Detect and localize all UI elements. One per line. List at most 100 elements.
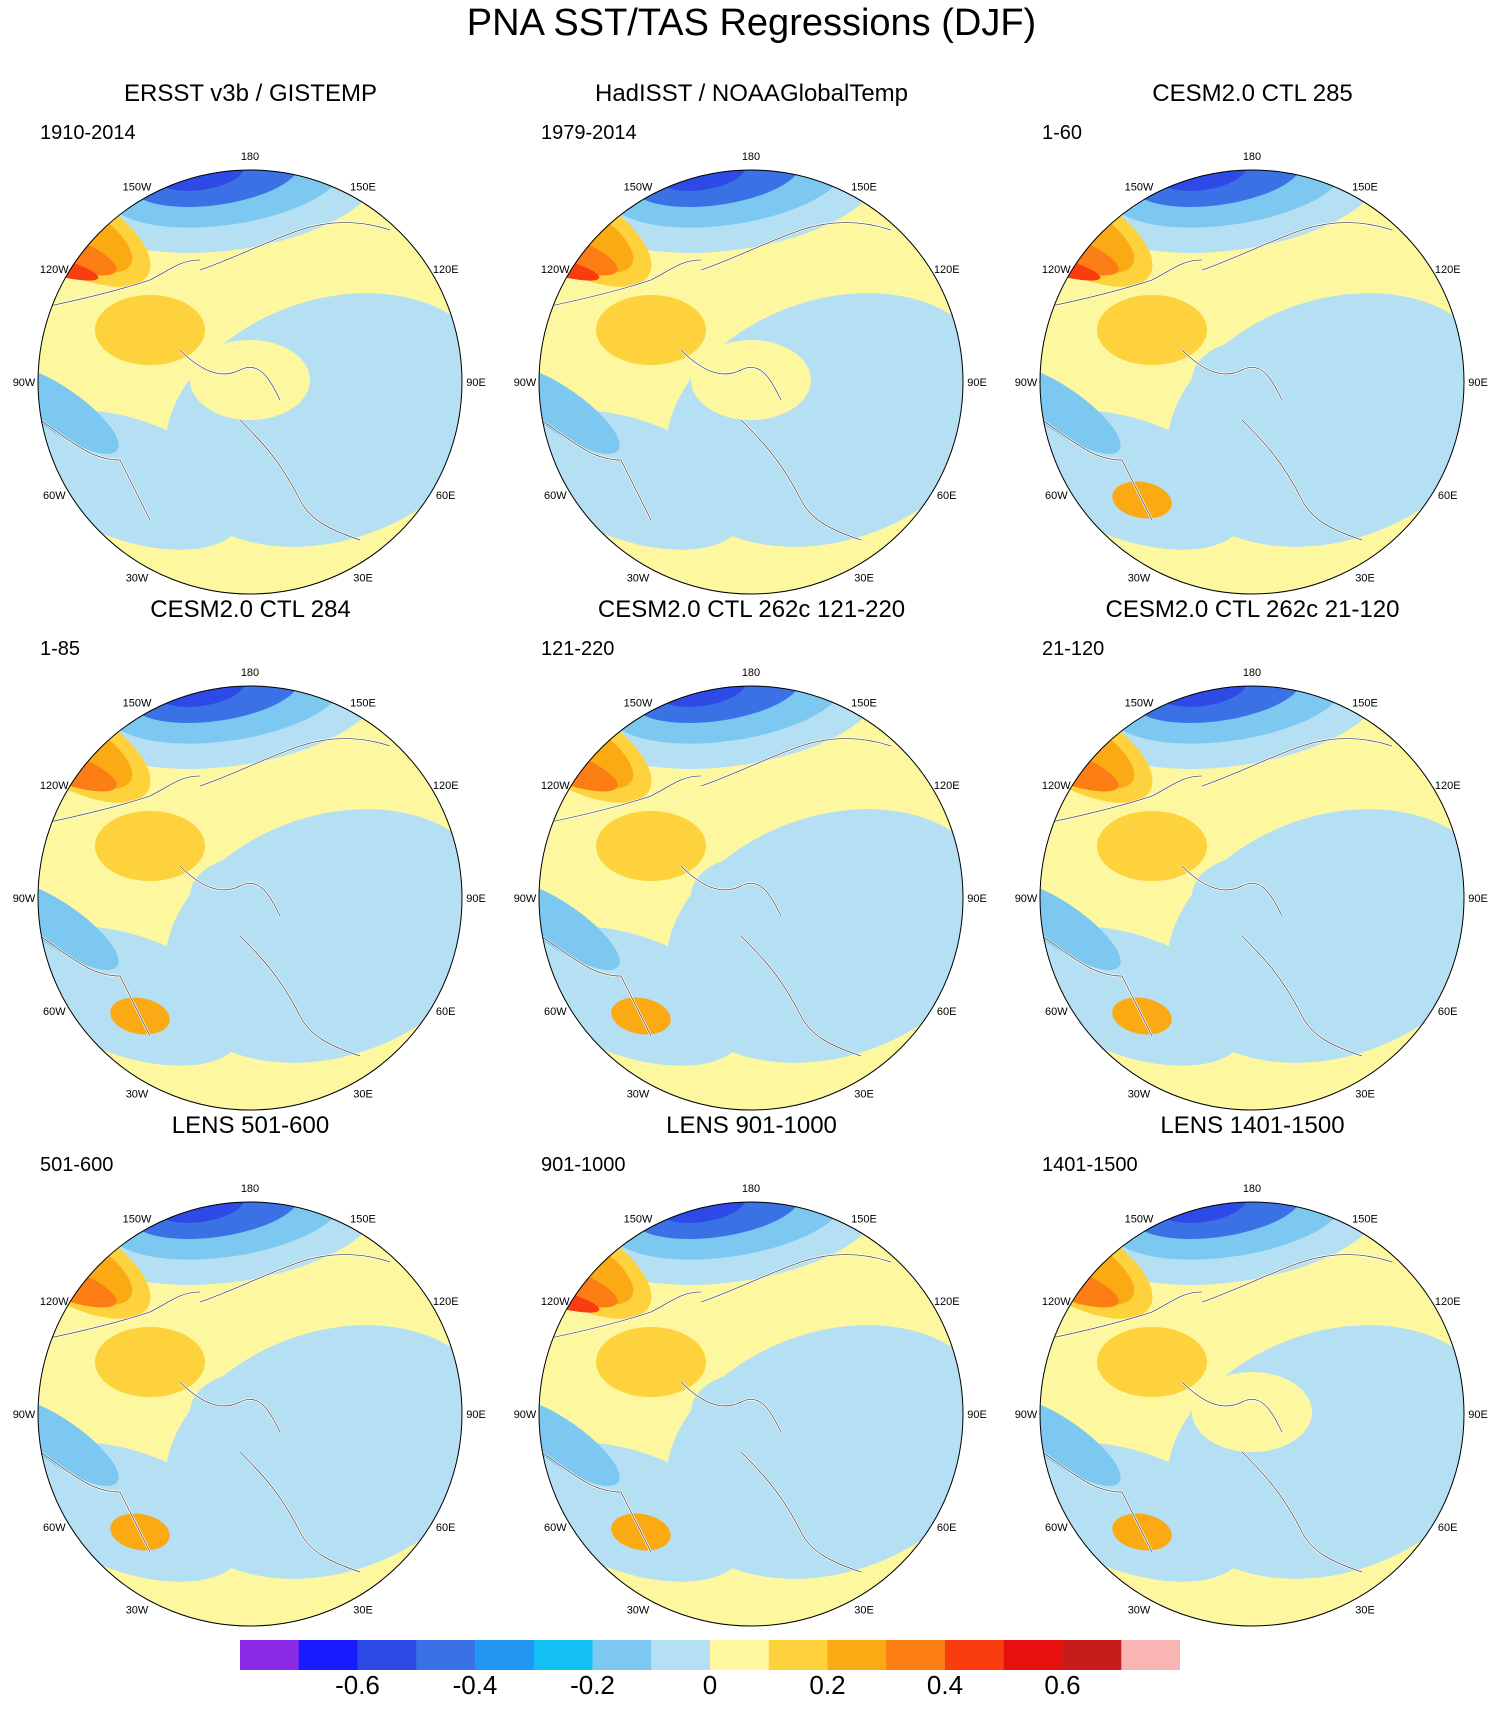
lon-label: 150W [123, 1213, 152, 1225]
cool-atlantic-west [1040, 881, 1121, 971]
lon-label: 30E [854, 1605, 874, 1617]
lon-label: 90E [466, 893, 486, 905]
colorbar-tick-label: -0.2 [570, 1670, 615, 1700]
lon-label: 150E [851, 181, 877, 193]
lon-label: 30W [126, 1089, 149, 1101]
map-panel: HadISST / NOAAGlobalTemp 180 150E 120E 90E 60… [501, 80, 1002, 597]
map-outline [37, 1201, 463, 1627]
arctic-region [1192, 1372, 1312, 1452]
lon-label: 90W [514, 377, 537, 389]
colorbar-tick-label: 0.4 [926, 1670, 964, 1700]
lon-label: 180 [1243, 1183, 1261, 1195]
lon-label: 90E [1468, 1409, 1488, 1421]
lon-label: 60W [1045, 490, 1068, 502]
lon-label: 120E [433, 780, 459, 792]
lon-label: 150W [624, 181, 653, 193]
map-panel: ERSST v3b / GISTEMP180150E120E90E60E30E0… [0, 80, 501, 597]
warm-canada [1097, 295, 1207, 365]
lon-label: 120E [433, 1296, 459, 1308]
map-panel: LENS 501-600180150E120E90E60E30E030W60W9… [0, 1112, 501, 1629]
panel-title: CESM2.0 CTL 284 [150, 596, 351, 623]
map-outline [1039, 1201, 1465, 1627]
lon-label: 150E [350, 1213, 376, 1225]
colorbar-swatch [1121, 1640, 1180, 1670]
lon-label: 60E [1438, 1006, 1458, 1018]
lon-label: 60W [544, 1006, 567, 1018]
lon-label: 180 [742, 667, 760, 679]
panel-period: 121-220 [541, 638, 615, 660]
map-outline [538, 169, 964, 595]
lon-label: 30E [353, 1605, 373, 1617]
colorbar-tick-label: 0.6 [1044, 1670, 1081, 1700]
colorbar-swatch [827, 1640, 887, 1670]
lon-label: 120W [1042, 1296, 1071, 1308]
lon-label: 30W [126, 573, 149, 585]
lon-label: 150E [350, 697, 376, 709]
lon-label: 30W [627, 1089, 650, 1101]
lon-label: 30E [854, 573, 874, 585]
lon-label: 90E [967, 1409, 987, 1421]
lon-label: 120W [1042, 264, 1071, 276]
main-title: PNA SST/TAS Regressions (DJF) [466, 2, 1037, 44]
lon-label: 60W [1045, 1522, 1068, 1534]
lon-label: 120W [541, 780, 570, 792]
lon-label: 120E [934, 780, 960, 792]
warm-canada [95, 1327, 205, 1397]
colorbar-tick-label: -0.4 [452, 1670, 498, 1700]
lon-label: 90W [13, 377, 36, 389]
colorbar-swatch [945, 1640, 1005, 1670]
lon-label: 60E [436, 490, 456, 502]
coastline [1040, 222, 1393, 541]
map-panel: LENS 901-1000180150E120E90E60E30E030W60W… [501, 1112, 1002, 1629]
colorbar-swatch [1003, 1640, 1063, 1670]
panel-title: LENS 901-1000 [666, 1112, 837, 1139]
lon-label: 30E [353, 573, 373, 585]
arctic-region [691, 340, 811, 420]
colorbar-swatch [357, 1640, 417, 1670]
colorbar-swatch [592, 1640, 652, 1670]
map-panel: CESM2.0 CTL 284180150E120E90E60E30E030W6… [0, 596, 501, 1113]
colorbar-tick-label: 0 [702, 1670, 718, 1700]
lon-label: 60E [436, 1006, 456, 1018]
lon-label: 30W [627, 573, 650, 585]
panel-period: 501-600 [40, 1154, 114, 1176]
arctic-region [691, 1372, 811, 1452]
warm-canada [596, 1327, 706, 1397]
lon-label: 120E [934, 1296, 960, 1308]
lon-label: 120W [541, 264, 570, 276]
map-outline [37, 685, 463, 1111]
coastline [539, 1254, 892, 1573]
lon-label: 30W [1128, 1089, 1151, 1101]
arctic-region [1192, 856, 1312, 936]
lon-label: 150W [624, 697, 653, 709]
lon-label: 150E [851, 1213, 877, 1225]
map-panel: CESM2.0 CTL 285180150E120E90E60E30E030W6… [1002, 80, 1503, 597]
arctic-region [190, 340, 310, 420]
panel-period: 1-85 [40, 638, 81, 660]
lon-label: 30E [854, 1089, 874, 1101]
map-outline [538, 1201, 964, 1627]
panel-period: 1401-1500 [1042, 1154, 1138, 1176]
map-outline [1039, 685, 1465, 1111]
panel-title: CESM2.0 CTL 262c 21-120 [1105, 596, 1400, 623]
map-outline [1039, 169, 1465, 595]
lon-label: 60W [544, 490, 567, 502]
lon-label: 90E [1468, 377, 1488, 389]
colorbar [240, 1640, 1180, 1670]
polar-map: 180150E120E90E60E30E030W60W90W120W150W [13, 1183, 486, 1627]
polar-map: 180150E120E90E60E30E030W60W90W120W150W [1015, 151, 1488, 595]
colorbar-swatch [651, 1640, 711, 1670]
lon-label: 120W [40, 1296, 69, 1308]
cool-atlantic-west [38, 1397, 119, 1487]
panel-title: CESM2.0 CTL 285 [1152, 80, 1353, 107]
cool-atlantic-west [38, 881, 119, 971]
lon-label: 30E [1355, 1089, 1375, 1101]
lon-label: 30W [1128, 573, 1151, 585]
lon-label: 90W [1015, 893, 1038, 905]
lon-label: 60W [544, 1522, 567, 1534]
cool-atlantic-west [539, 365, 620, 455]
panel-period: 1-60 [1042, 122, 1083, 144]
lon-label: 30E [1355, 1605, 1375, 1617]
colorbar-tick-label: 0.2 [809, 1670, 846, 1700]
cool-atlantic-west [1040, 365, 1121, 455]
